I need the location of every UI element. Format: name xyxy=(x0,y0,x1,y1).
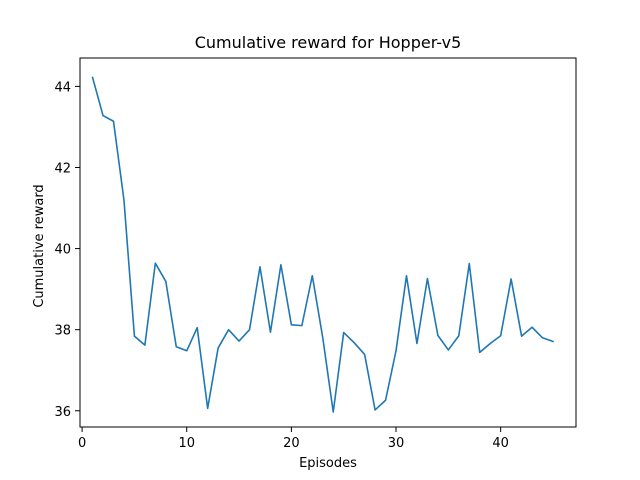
axes-frame xyxy=(79,57,577,428)
axis-ticks: 0 10 20 30 40 36 38 40 42 44 xyxy=(54,80,508,451)
x-tick-label: 40 xyxy=(492,436,509,451)
series-line-0 xyxy=(91,76,554,413)
x-tick-label: 30 xyxy=(388,436,405,451)
x-tick-label: 0 xyxy=(78,436,86,451)
y-tick-label: 42 xyxy=(54,161,71,176)
y-tick-label: 44 xyxy=(54,80,71,95)
x-tick-label: 20 xyxy=(283,436,300,451)
plot-area xyxy=(91,76,554,413)
x-axis-label: Episodes xyxy=(299,456,357,471)
chart-title: Cumulative reward for Hopper-v5 xyxy=(195,33,462,52)
y-tick-label: 36 xyxy=(54,405,71,420)
y-tick-label: 40 xyxy=(54,243,71,258)
y-tick-label: 38 xyxy=(54,324,71,339)
y-axis-label: Cumulative reward xyxy=(32,184,47,307)
x-tick-label: 10 xyxy=(178,436,195,451)
